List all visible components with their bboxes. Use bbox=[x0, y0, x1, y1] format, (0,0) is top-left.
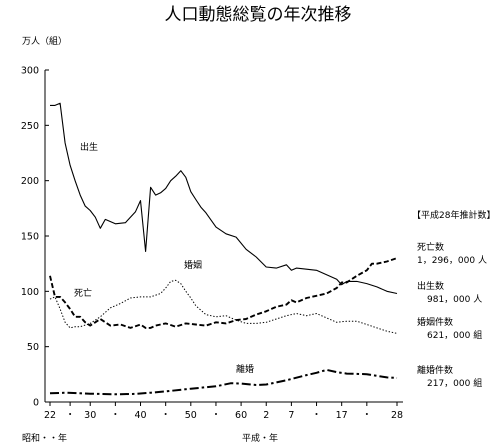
x-tick-label: 50 bbox=[185, 410, 197, 421]
x-tick-label: 40 bbox=[134, 410, 146, 421]
y-tick-label: 150 bbox=[21, 232, 39, 243]
x-tick-label: 22 bbox=[44, 410, 56, 421]
x-tick-label: 28 bbox=[391, 410, 403, 421]
y-tick-label: 0 bbox=[33, 398, 39, 409]
x-tick-label: ・ bbox=[312, 410, 322, 421]
x-tick-label: 7 bbox=[288, 410, 294, 421]
x-tick-label: ・ bbox=[161, 410, 171, 421]
legend-value-marriage: 621，000 組 bbox=[427, 329, 482, 341]
legend-name-birth: 出生数 bbox=[417, 280, 444, 292]
legend-value-birth: 981，000 人 bbox=[427, 294, 482, 305]
x-tick-label: 2 bbox=[263, 410, 269, 421]
x-tick-label: ・ bbox=[111, 410, 121, 421]
x-tick-label: ・ bbox=[211, 410, 221, 421]
y-axis-label: 万人（組） bbox=[22, 35, 67, 47]
x-tick-label: 30 bbox=[84, 410, 96, 421]
series-line-birth bbox=[50, 102, 398, 295]
legend-name-divorce: 離婚件数 bbox=[417, 364, 453, 376]
y-tick-label: 250 bbox=[21, 121, 39, 132]
series-label-marriage: 婚姻 bbox=[184, 259, 202, 271]
chart-title: 人口動態総覧の年次推移 bbox=[165, 5, 352, 25]
series-label-death: 死亡 bbox=[74, 287, 92, 299]
series-label-birth: 出生 bbox=[80, 141, 98, 153]
y-tick-label: 100 bbox=[21, 287, 39, 298]
legend-value-death: 1，296，000 人 bbox=[417, 255, 487, 266]
x-tick-label: 17 bbox=[336, 410, 348, 421]
y-tick-label: 300 bbox=[21, 66, 39, 77]
x-axis-label-showa: 昭和・・年 bbox=[22, 432, 67, 444]
legend: 【平成28年推計数】 死亡数 1，296，000 人 出生数 981，000 人… bbox=[412, 209, 495, 389]
x-tick-label: ・ bbox=[65, 410, 75, 421]
series-line-death bbox=[49, 257, 398, 329]
series-label-divorce: 離婚 bbox=[236, 363, 254, 375]
y-ticks: 0 50 100 150 200 250 300 bbox=[21, 66, 49, 409]
x-axis-label-heisei: 平成・年 bbox=[242, 432, 278, 444]
x-tick-label: 60 bbox=[235, 410, 247, 421]
x-tick-label: ・ bbox=[362, 410, 372, 421]
legend-name-marriage: 婚姻件数 bbox=[417, 316, 453, 328]
series-line-divorce bbox=[49, 368, 398, 396]
legend-header: 【平成28年推計数】 bbox=[412, 209, 495, 221]
series-layer bbox=[49, 102, 398, 396]
legend-value-divorce: 217，000 組 bbox=[427, 377, 482, 389]
legend-name-death: 死亡数 bbox=[417, 241, 444, 253]
x-ticks: 22 ・ 30 ・ 40 ・ 50 ・ 60 2 7 ・ 17 ・ 28 bbox=[44, 402, 403, 421]
y-tick-label: 50 bbox=[27, 342, 39, 353]
series-line-marriage bbox=[49, 279, 398, 334]
y-tick-label: 200 bbox=[21, 176, 39, 187]
